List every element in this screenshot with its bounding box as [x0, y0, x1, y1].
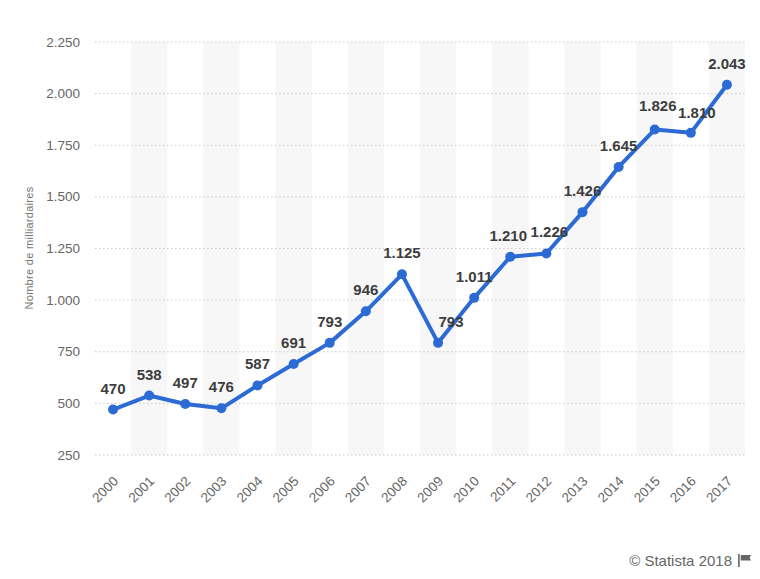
data-point-label: 1.125: [383, 244, 421, 261]
data-point-label: 587: [245, 355, 270, 372]
data-point-label: 1.810: [678, 104, 716, 121]
y-tick-label: 500: [57, 396, 80, 411]
data-point[interactable]: [361, 306, 371, 316]
x-tick-label: 2015: [631, 474, 663, 506]
data-point[interactable]: [216, 403, 226, 413]
x-tick-label: 2011: [487, 474, 518, 505]
y-tick-label: 1.500: [46, 189, 80, 204]
data-point-label: 1.210: [490, 227, 528, 244]
x-tick-label: 2009: [414, 474, 446, 506]
y-axis-title: Nombre de milliardaires: [23, 186, 35, 309]
data-point-label: 1.826: [639, 97, 677, 114]
data-point-label: 1.011: [456, 268, 493, 285]
x-tick-label: 2010: [450, 474, 482, 506]
data-point-label: 793: [317, 313, 342, 330]
data-point-label: 793: [439, 313, 464, 330]
year-band: [348, 42, 384, 455]
data-point-label: 1.426: [564, 182, 602, 199]
copyright-label: © Statista 2018: [629, 552, 732, 569]
x-tick-label: 2013: [559, 474, 591, 506]
x-tick-label: 2006: [306, 474, 338, 506]
year-band: [420, 42, 456, 455]
data-point-label: 2.043: [708, 55, 746, 72]
x-tick-label: 2016: [667, 474, 699, 506]
x-tick-label: 2017: [703, 474, 735, 506]
data-point[interactable]: [686, 128, 696, 138]
x-tick-label: 2005: [270, 474, 302, 506]
data-point[interactable]: [180, 399, 190, 409]
line-chart: 250 500 750 1.000 1.250 1.500 1.750 2.000 2.250 2…: [0, 0, 760, 579]
data-point[interactable]: [505, 252, 515, 262]
x-tick-label: 2001: [125, 474, 157, 506]
y-tick-label: 1.000: [46, 293, 80, 308]
y-tick-label: 2.000: [46, 86, 80, 101]
x-tick-label: 2008: [378, 474, 410, 506]
data-point-label: 1.226: [531, 223, 569, 240]
data-point[interactable]: [722, 80, 732, 90]
data-point-label: 476: [209, 378, 234, 395]
data-point-label: 470: [101, 380, 126, 397]
year-band: [492, 42, 528, 455]
y-tick-label: 250: [57, 448, 80, 463]
data-point[interactable]: [289, 359, 299, 369]
x-tick-label: 2000: [89, 474, 121, 506]
data-point-label: 691: [281, 334, 306, 351]
year-band: [276, 42, 312, 455]
x-tick-label: 2014: [595, 473, 627, 505]
statista-flag-icon: [737, 553, 752, 568]
data-point[interactable]: [433, 338, 443, 348]
x-tick-label: 2002: [162, 474, 194, 506]
y-tick-label: 1.250: [46, 241, 80, 256]
data-point[interactable]: [253, 380, 263, 390]
data-point[interactable]: [650, 125, 660, 135]
chart-container: 250 500 750 1.000 1.250 1.500 1.750 2.000 2.250 2…: [0, 0, 760, 579]
chart-footer: © Statista 2018: [629, 552, 752, 569]
data-point[interactable]: [469, 293, 479, 303]
data-point-label: 497: [173, 374, 198, 391]
data-point-label: 946: [353, 281, 378, 298]
x-tick-label: 2003: [198, 474, 230, 506]
data-point-label: 1.645: [600, 137, 638, 154]
x-tick-label: 2007: [342, 474, 374, 506]
y-tick-label: 1.750: [46, 138, 80, 153]
x-tick-label: 2012: [523, 474, 555, 506]
data-point[interactable]: [541, 248, 551, 258]
data-point[interactable]: [325, 338, 335, 348]
data-point[interactable]: [144, 391, 154, 401]
y-tick-label: 2.250: [46, 35, 80, 50]
x-tick-label: 2004: [234, 473, 266, 505]
data-point[interactable]: [578, 207, 588, 217]
data-point[interactable]: [614, 162, 624, 172]
data-point-label: 538: [137, 366, 162, 383]
y-tick-label: 750: [57, 344, 80, 359]
data-point[interactable]: [397, 269, 407, 279]
data-point[interactable]: [108, 405, 118, 415]
